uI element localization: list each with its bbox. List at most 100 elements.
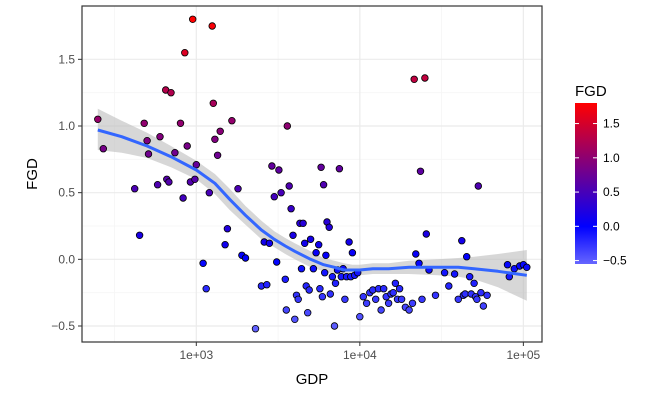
scatter-point [188,15,197,23]
smooth-line [97,128,528,277]
scatter-point [179,194,187,202]
scatter-point [208,22,216,30]
scatter-point [454,295,462,303]
scatter-point [316,285,324,293]
scatter-point [463,253,471,261]
panel-border [81,5,543,343]
scatter-point [304,309,312,317]
scatter-point [191,175,199,183]
axes: 1e+03 1e+04 1e+05 −0.5 0.0 0.5 1.0 1.5 [51,52,540,362]
scatter-point [285,182,293,190]
legend-ticks: 1.5 1.0 0.5 0.0 −0.5 [575,117,627,268]
scatter-point [408,299,417,307]
scatter-point [263,281,271,289]
scatter-point [395,285,404,293]
scatter-point [130,184,139,193]
scatter-point [391,279,400,287]
scatter-point [458,236,466,245]
scatter-point [479,302,488,310]
scatter-point [283,122,291,130]
scatter-point [416,167,425,175]
scatter-point [94,115,102,123]
scatter-point [418,295,426,303]
scatter-point [348,248,357,257]
scatter-point [213,151,222,159]
legend-tick-label: 1.5 [603,117,620,131]
scatter-point [362,299,371,307]
scatter-point [422,230,430,238]
y-tick-label: 1.5 [58,52,75,66]
scatter-point [315,240,323,249]
scatter-point [153,180,162,189]
scatter-point [372,295,380,303]
scatter-point [144,150,153,158]
scatter-point [483,291,491,299]
scatter-point [445,282,453,290]
scatter-point [523,263,531,271]
scatter-point [211,135,219,143]
scatter-point [289,231,297,239]
y-tick-label: 0.5 [58,186,75,200]
scatter-point [384,299,393,307]
y-axis-title: FGD [24,158,41,190]
scatter-point [326,290,334,298]
scatter-point [431,291,440,299]
smooth-line-layer [97,128,528,277]
legend-title: FGD [575,83,607,100]
x-tick-label: 1e+04 [343,348,377,362]
scatter-point [140,119,148,127]
scatter-point [470,279,478,287]
scatter-point [397,295,406,303]
scatter-point [299,219,307,227]
scatter-point [135,231,144,239]
scatter-point [412,250,420,258]
scatter-point [421,74,429,82]
scatter-point [341,295,349,303]
scatter-point [473,295,481,303]
scatter-point [216,127,224,135]
scatter-point [356,313,364,321]
scatter-point [477,289,485,297]
scatter-point [251,325,260,333]
scatter-point [440,269,449,277]
legend-tick-label: 0.0 [603,219,620,233]
confidence-ribbon [97,108,527,301]
scatter-point [319,180,328,189]
scatter-point [380,285,388,293]
scatter-point [241,254,250,262]
y-tick-label: −0.5 [51,319,75,333]
scatter-point [474,182,482,190]
scatter-point [205,188,213,197]
scatter-point [156,132,164,141]
scatter-point [183,142,191,150]
scatter-point [275,166,283,174]
scatter-point [281,275,289,283]
scatter-point [228,116,236,125]
scatter-point [287,204,295,213]
scatter-point [345,238,353,246]
scatter-point [294,295,302,303]
scatter-point [202,285,210,293]
scatter-point [282,306,290,314]
scatter-point [165,178,173,186]
scatter-point [181,49,189,57]
y-tick-label: 1.0 [58,119,75,133]
scatter-point [410,75,418,83]
scatter-point [325,223,333,231]
scatter-point [330,322,339,330]
legend-tick-label: −0.5 [603,254,627,268]
scatter-point [321,269,329,277]
legend-tick-label: 0.5 [603,185,620,199]
scatter-point [317,163,325,171]
scatter-point [171,148,179,157]
scatter-point [405,306,413,314]
x-tick-label: 1e+05 [507,348,541,362]
scatter-point [277,188,285,197]
scatter-point [270,192,278,201]
y-tick-label: 0.0 [58,252,75,266]
scatter-point [301,239,309,247]
scatter-point [377,306,385,314]
scatter-point [331,279,340,287]
